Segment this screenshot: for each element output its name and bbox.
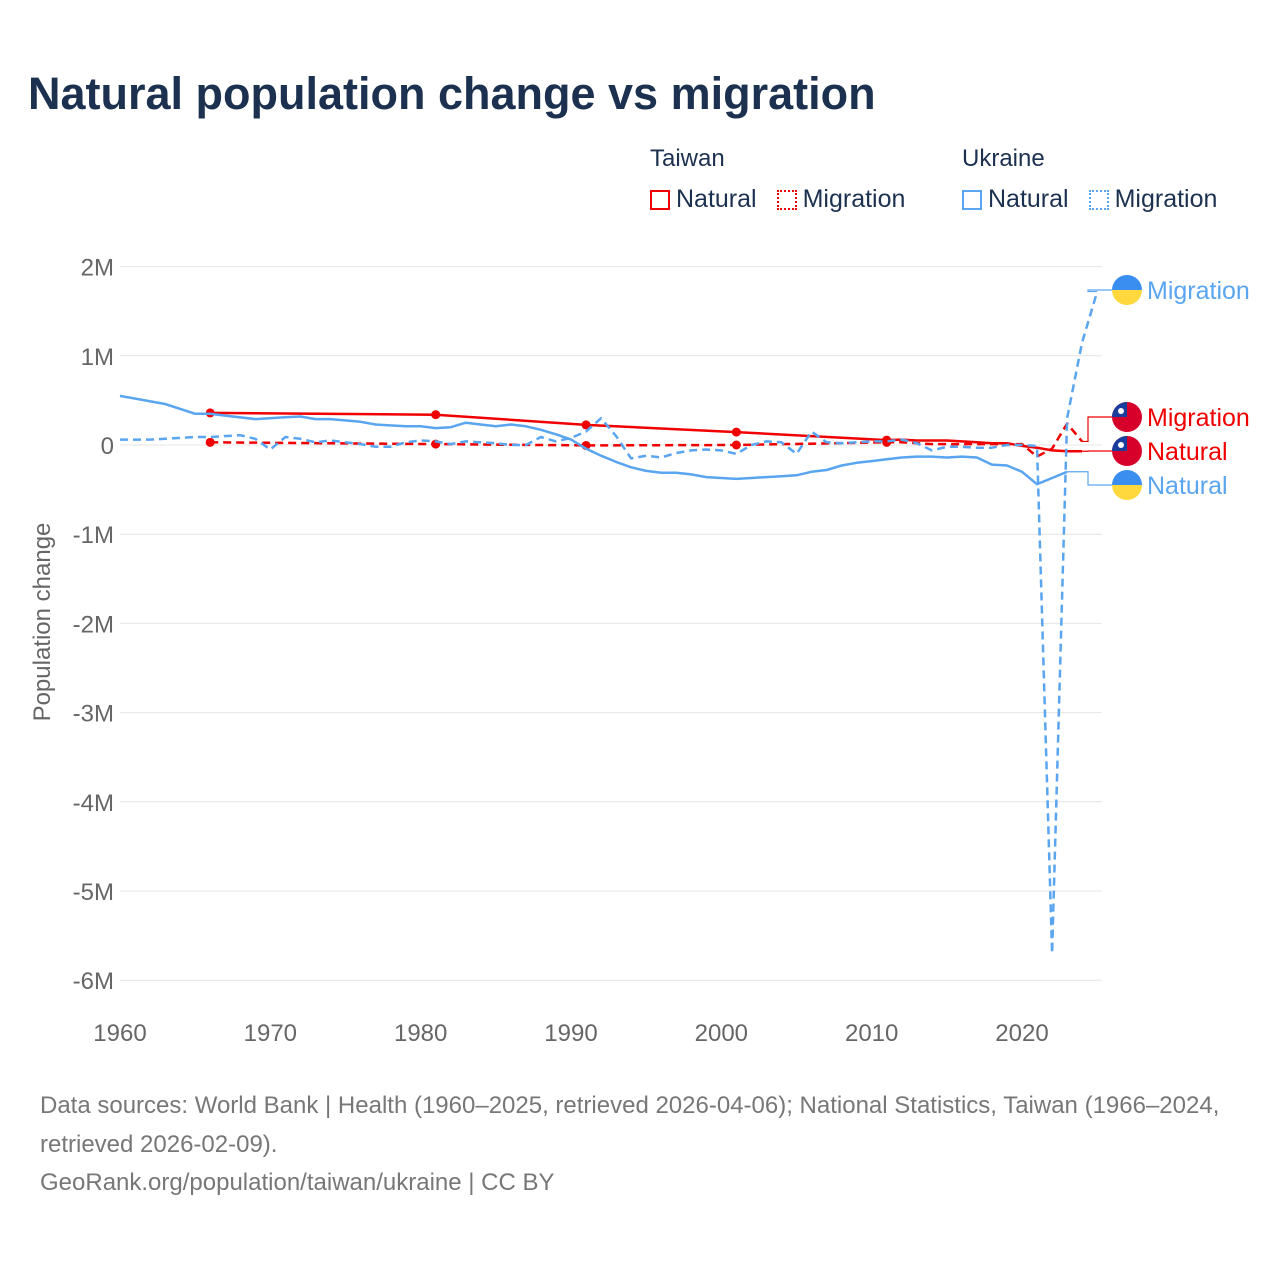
legend-group-taiwan: Taiwan Natural Migration (650, 145, 905, 214)
legend-group-title: Ukraine (962, 145, 1045, 172)
legend-label: Natural (676, 185, 757, 213)
source-link[interactable]: GeoRank.org/population/taiwan/ukraine | … (40, 1169, 555, 1196)
series-end-label: Migration (1147, 277, 1250, 305)
legend-item-ukraine-migration[interactable]: Migration (1088, 185, 1218, 214)
y-tick-label: -1M (73, 522, 114, 549)
legend-label: Natural (988, 185, 1069, 213)
x-tick-label: 1980 (394, 1020, 447, 1047)
y-tick-label: 1M (81, 344, 114, 371)
series-line-taiwan-natural (210, 411, 1083, 453)
data-point (882, 437, 892, 447)
series-line-ukraine-natural (119, 394, 1068, 486)
y-tick-label: -2M (73, 611, 114, 638)
series-line-taiwan-migration (210, 422, 1084, 458)
chart-title: Natural population change vs migration (28, 68, 876, 119)
ukraine-flag-icon (1112, 470, 1142, 485)
x-tick-label: 1960 (93, 1020, 146, 1047)
series-end-label: Natural (1147, 438, 1228, 466)
data-sources: Data sources: World Bank | Health (1960–… (40, 1092, 1220, 1158)
x-tick-label: 2010 (845, 1020, 898, 1047)
label-connector (1087, 289, 1112, 293)
series-end-label: Migration (1147, 404, 1250, 432)
data-point (731, 440, 741, 450)
x-tick-label: 2000 (695, 1020, 748, 1047)
dotted-swatch-icon (1088, 189, 1109, 210)
ukraine-flag-icon (1112, 290, 1142, 305)
y-tick-label: -5M (73, 879, 114, 906)
x-tick-label: 1990 (544, 1020, 597, 1047)
x-tick-label: 2020 (995, 1020, 1048, 1047)
series-line-ukraine-migration (120, 291, 1099, 955)
legend-item-ukraine-natural[interactable]: Natural (962, 185, 1069, 214)
ukraine-flag-icon (1112, 275, 1142, 290)
label-connector (1067, 471, 1112, 486)
ukraine-flag-icon (1112, 485, 1142, 500)
data-point (731, 427, 741, 437)
solid-swatch-icon (962, 189, 982, 210)
taiwan-flag-sun (1118, 408, 1124, 414)
data-point (205, 437, 215, 447)
data-point (431, 410, 441, 420)
legend-label: Migration (1114, 185, 1218, 213)
y-tick-label: -6M (73, 968, 114, 995)
data-point (581, 420, 591, 430)
solid-swatch-icon (650, 189, 670, 210)
y-tick-label: -4M (73, 790, 114, 817)
legend-item-taiwan-natural[interactable]: Natural (650, 185, 757, 214)
y-axis-label: Population change (29, 523, 56, 722)
legend-group-title: Taiwan (650, 145, 725, 172)
label-connector (1082, 416, 1112, 443)
series-end-label: Natural (1147, 472, 1228, 500)
legend-item-taiwan-migration[interactable]: Migration (776, 185, 906, 214)
y-tick-label: 2M (81, 255, 114, 282)
y-tick-label: -3M (73, 701, 114, 728)
dotted-swatch-icon (776, 189, 797, 210)
legend-label: Migration (802, 185, 906, 213)
y-tick-label: 0 (101, 433, 114, 460)
x-tick-label: 1970 (244, 1020, 297, 1047)
taiwan-flag-sun (1118, 442, 1124, 448)
legend-group-ukraine: Ukraine Natural Migration (962, 145, 1217, 214)
